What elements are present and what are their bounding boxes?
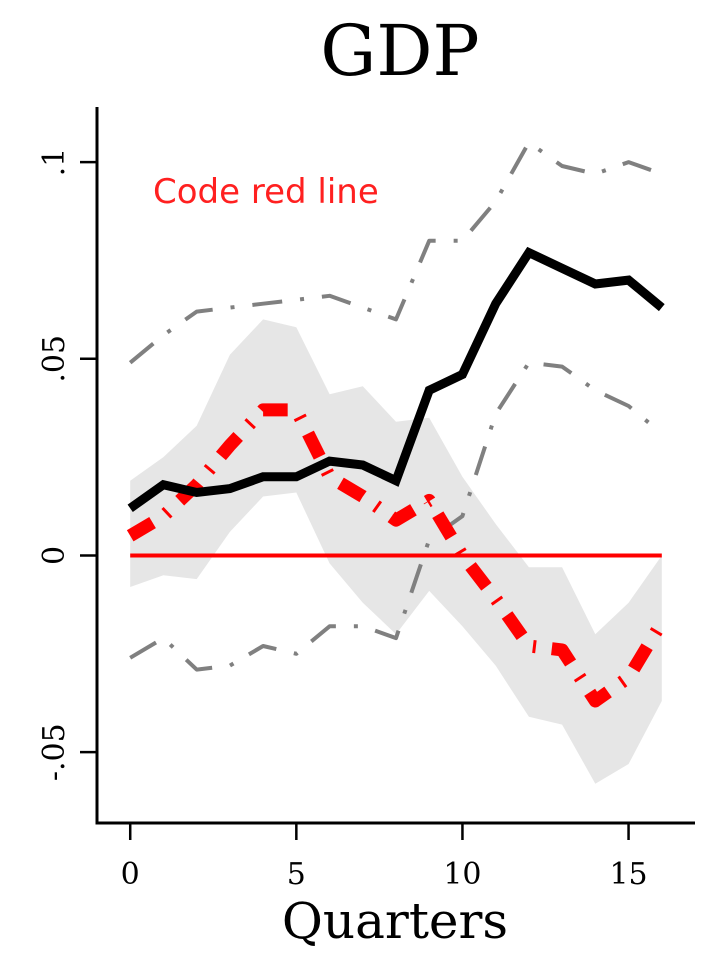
y-tick-label: .05	[37, 335, 72, 383]
confidence-band	[130, 319, 662, 784]
x-axis-label: Quarters	[282, 892, 508, 950]
y-tick-label: .1	[37, 148, 72, 177]
red-dashdot-line	[126, 403, 668, 708]
chart-title: GDP	[320, 10, 479, 92]
x-tick-label: 15	[609, 857, 647, 892]
axes-layer: 0 5 10 15 -.05 0 .05 .1	[37, 107, 695, 892]
annotation-code-red-line: Code red line	[153, 172, 379, 212]
x-tick-label: 10	[443, 857, 481, 892]
y-tick-label: -.05	[37, 723, 72, 781]
x-tick-label: 0	[121, 857, 140, 892]
upper-bound-line	[128, 140, 663, 365]
y-tick-label: 0	[37, 546, 72, 565]
confidence-band-layer	[130, 319, 662, 784]
point-estimate-line	[127, 246, 665, 512]
series-layer	[126, 140, 668, 708]
lower-bound-line	[129, 360, 664, 672]
x-tick-label: 5	[287, 857, 306, 892]
